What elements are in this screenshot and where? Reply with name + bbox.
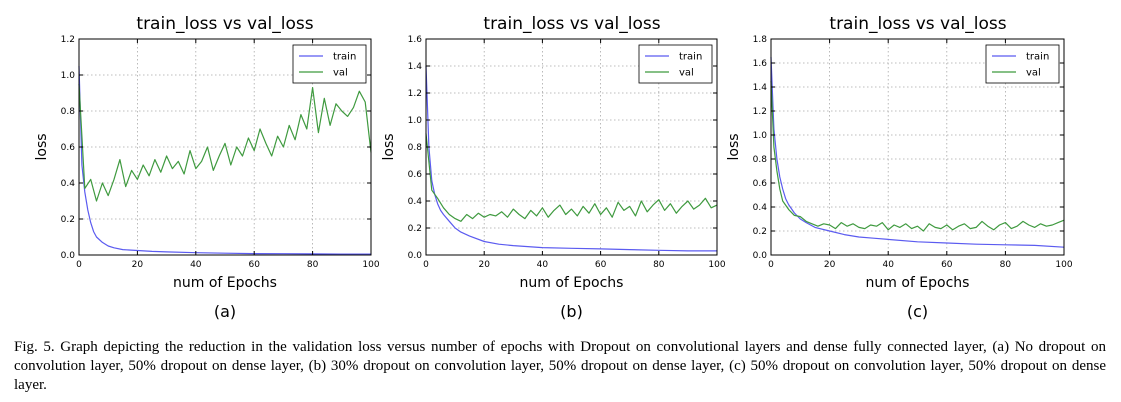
panel-label: (c) (907, 302, 928, 321)
x-tick-label: 20 (824, 260, 836, 270)
y-tick-label: 1.4 (753, 83, 768, 93)
y-axis-label: loss (381, 133, 397, 160)
x-tick-label: 20 (132, 260, 144, 270)
figure-caption: Fig. 5. Graph depicting the reduction in… (14, 339, 1106, 393)
y-tick-label: 0.2 (753, 227, 767, 237)
figure: 0 20 40 60 80 100 0.0 0.2 0.4 0.6 0.8 1.0 1.2 train_l… (34, 14, 1073, 321)
y-tick-label: 0.6 (753, 179, 768, 189)
y-tick-label: 1.0 (753, 131, 768, 141)
x-tick-label: 80 (307, 260, 319, 270)
y-tick-label: 1.8 (753, 35, 768, 45)
y-tick-label: 0.0 (61, 251, 76, 261)
x-tick-label: 40 (882, 260, 894, 270)
y-tick-label: 0.0 (408, 251, 423, 261)
x-tick-label: 40 (190, 260, 202, 270)
panel-label: (a) (214, 302, 236, 321)
series-line-train (78, 65, 371, 255)
legend-label-train: train (333, 52, 356, 63)
y-tick-label: 1.2 (753, 107, 767, 117)
x-tick-label: 100 (1055, 260, 1072, 270)
y-tick-label: 0.4 (753, 203, 768, 213)
y-tick-label: 1.4 (408, 62, 423, 72)
panel-label: (b) (560, 302, 583, 321)
legend-box (638, 44, 713, 84)
x-tick-label: 40 (537, 260, 549, 270)
plot-frame (770, 38, 1065, 256)
y-tick-label: 0.4 (61, 179, 76, 189)
x-tick-label: 60 (248, 260, 260, 270)
y-axis-label: loss (34, 133, 50, 160)
legend-label-val: val (679, 68, 694, 79)
y-tick-label: 0.8 (753, 155, 768, 165)
chart-title: train_loss vs val_loss (483, 14, 660, 34)
legend-box (985, 44, 1060, 84)
legend-label-train: train (1026, 52, 1049, 63)
x-tick-label: 60 (595, 260, 607, 270)
y-tick-label: 0.6 (408, 170, 423, 180)
y-tick-label: 0.2 (61, 215, 75, 225)
y-tick-label: 0.0 (753, 251, 768, 261)
series-line-val (78, 83, 372, 202)
x-tick-label: 80 (1000, 260, 1012, 270)
y-tick-label: 1.2 (408, 89, 422, 99)
y-tick-label: 0.8 (61, 107, 76, 117)
x-axis-label: num of Epochs (866, 275, 970, 291)
y-tick-label: 1.6 (408, 35, 423, 45)
x-tick-label: 100 (362, 260, 379, 270)
x-tick-label: 0 (76, 260, 82, 270)
y-tick-label: 1.0 (61, 71, 76, 81)
y-tick-label: 0.4 (408, 197, 423, 207)
y-tick-label: 0.6 (61, 143, 76, 153)
x-tick-label: 20 (478, 260, 490, 270)
legend-label-val: val (1026, 68, 1041, 79)
x-tick-label: 100 (708, 260, 725, 270)
y-tick-label: 1.6 (753, 59, 768, 69)
legend-label-val: val (333, 68, 348, 79)
chart-title: train_loss vs val_loss (829, 14, 1006, 34)
y-tick-label: 1.0 (408, 116, 423, 126)
y-tick-label: 0.8 (408, 143, 423, 153)
x-tick-label: 0 (768, 260, 774, 270)
legend-box (292, 44, 367, 84)
series-line-val (425, 133, 718, 222)
series-line-train (770, 56, 1065, 248)
x-tick-label: 0 (423, 260, 429, 270)
y-axis-label: loss (726, 133, 742, 160)
y-tick-label: 0.2 (408, 224, 422, 234)
x-tick-label: 80 (653, 260, 665, 270)
series-line-val (770, 80, 1065, 232)
x-tick-label: 60 (941, 260, 953, 270)
x-axis-label: num of Epochs (520, 275, 624, 291)
chart-title: train_loss vs val_loss (136, 14, 313, 34)
legend-label-train: train (679, 52, 702, 63)
series-line-train (425, 65, 717, 252)
x-axis-label: num of Epochs (173, 275, 277, 291)
y-tick-label: 1.2 (61, 35, 75, 45)
